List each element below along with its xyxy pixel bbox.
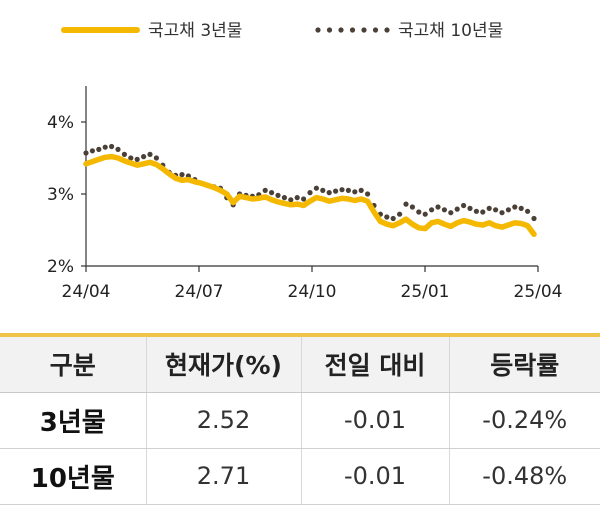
row-label: 3년물 bbox=[0, 392, 146, 449]
series-10y-point bbox=[461, 202, 467, 209]
table-cell: -0.01 bbox=[300, 448, 449, 505]
legend-dot bbox=[361, 27, 367, 33]
rate-table: 구분 현재가(%) 전일 대비 등락률 3년물 2.52 -0.01 -0.24… bbox=[0, 333, 600, 505]
series-10y-point bbox=[486, 205, 492, 211]
series-10y-point bbox=[493, 207, 499, 213]
series-10y-point bbox=[352, 189, 358, 195]
series-10y-point bbox=[339, 187, 345, 193]
series-10y-point bbox=[441, 207, 447, 213]
series-10y-point bbox=[518, 205, 524, 211]
series-10y-point bbox=[333, 188, 339, 194]
series-10y-point bbox=[525, 208, 531, 214]
series-10y-point bbox=[505, 207, 511, 213]
series-10y-point bbox=[345, 187, 351, 193]
series-10y-point bbox=[115, 146, 121, 152]
legend-dot bbox=[384, 27, 390, 33]
table-cell: -0.24% bbox=[448, 392, 600, 449]
header-cell: 전일 대비 bbox=[300, 333, 449, 393]
series-10y-point bbox=[435, 204, 441, 210]
legend-dot bbox=[315, 27, 321, 33]
legend-dot bbox=[349, 27, 356, 33]
series-10y-point bbox=[467, 205, 473, 211]
table-cell: 2.71 bbox=[145, 448, 301, 505]
series-10y-point bbox=[512, 204, 518, 210]
series-10y-point bbox=[358, 187, 364, 193]
series-10y-point bbox=[301, 196, 307, 202]
series-10y-point bbox=[294, 195, 300, 201]
series-10y-point bbox=[83, 150, 89, 156]
series-10y-point bbox=[307, 190, 313, 196]
table-cell: -0.01 bbox=[300, 392, 449, 449]
series-10y-point bbox=[128, 155, 134, 161]
legend-dot bbox=[326, 27, 333, 33]
y-tick-label: 2% bbox=[47, 257, 74, 277]
series-10y-point bbox=[102, 144, 108, 150]
x-tick-label: 25/01 bbox=[401, 282, 450, 302]
series-10y-point bbox=[269, 190, 275, 196]
y-tick-label: 3% bbox=[47, 185, 74, 205]
series-10y-point bbox=[390, 215, 396, 222]
rate-chart: 국고채 3년물 국고채 10년물 2% 3% 4% 24/04 24/07 24/10 25… bbox=[47, 21, 562, 302]
series-10y-point bbox=[275, 192, 281, 198]
table-header-row: 구분 현재가(%) 전일 대비 등락률 bbox=[0, 333, 600, 393]
series-10y-point bbox=[473, 208, 479, 214]
table-cell: 2.52 bbox=[145, 392, 301, 449]
series-10y-point bbox=[326, 190, 332, 196]
series-10y-point bbox=[365, 191, 371, 197]
tick-labels: 2% 3% 4% 24/04 24/07 24/10 25/01 25/04 bbox=[47, 113, 562, 302]
series-10y-point bbox=[422, 211, 428, 217]
legend-dot bbox=[372, 27, 379, 33]
chart-series bbox=[83, 143, 537, 238]
header-cell: 현재가(%) bbox=[145, 333, 301, 393]
series-10y-point bbox=[403, 201, 409, 207]
legend: 국고채 3년물 국고채 10년물 bbox=[61, 21, 503, 41]
series-10y-point bbox=[448, 210, 454, 216]
series-10y-point bbox=[147, 151, 153, 157]
row-label: 10년물 bbox=[0, 448, 146, 505]
header-cell: 등락률 bbox=[448, 333, 600, 393]
series-10y-point bbox=[480, 209, 486, 215]
legend-swatch-10y bbox=[315, 27, 390, 33]
series-10y-point bbox=[179, 172, 185, 178]
series-10y-point bbox=[153, 155, 159, 161]
series-10y-point bbox=[313, 185, 319, 191]
x-tick-label: 24/07 bbox=[175, 282, 224, 302]
x-tick-label: 25/04 bbox=[514, 282, 563, 302]
series-10y-point bbox=[288, 197, 294, 203]
table-cell: -0.48% bbox=[448, 448, 600, 505]
legend-label-10y: 국고채 10년물 bbox=[398, 21, 503, 41]
series-10y-point bbox=[320, 187, 326, 193]
series-10y-point bbox=[429, 207, 435, 213]
x-tick-label: 24/10 bbox=[288, 282, 337, 302]
series-10y-point bbox=[89, 148, 95, 154]
table-row: 3년물 2.52 -0.01 -0.24% bbox=[0, 392, 600, 449]
y-tick-label: 4% bbox=[47, 113, 74, 133]
series-10y-point bbox=[499, 210, 505, 216]
series-10y-point bbox=[96, 146, 102, 152]
series-10y-point bbox=[416, 209, 422, 215]
table-row: 10년물 2.71 -0.01 -0.48% bbox=[0, 448, 600, 505]
series-10y-point bbox=[397, 211, 403, 217]
series-10y-point bbox=[281, 195, 287, 201]
series-10y-point bbox=[454, 206, 460, 212]
series-10y-point bbox=[384, 214, 390, 220]
legend-label-3y: 국고채 3년물 bbox=[148, 21, 242, 41]
series-10y-point bbox=[262, 187, 268, 193]
series-10y-point bbox=[409, 204, 415, 210]
series-10y-point bbox=[134, 156, 140, 162]
legend-dot bbox=[338, 27, 344, 33]
header-cell: 구분 bbox=[0, 333, 146, 393]
series-10y-point bbox=[141, 154, 147, 160]
chart-axes bbox=[81, 86, 539, 272]
series-10y-point bbox=[121, 151, 127, 157]
series-3y-line bbox=[83, 153, 537, 238]
x-tick-label: 24/04 bbox=[62, 282, 111, 302]
series-10y-point bbox=[109, 143, 115, 150]
series-10y-point bbox=[531, 215, 537, 222]
